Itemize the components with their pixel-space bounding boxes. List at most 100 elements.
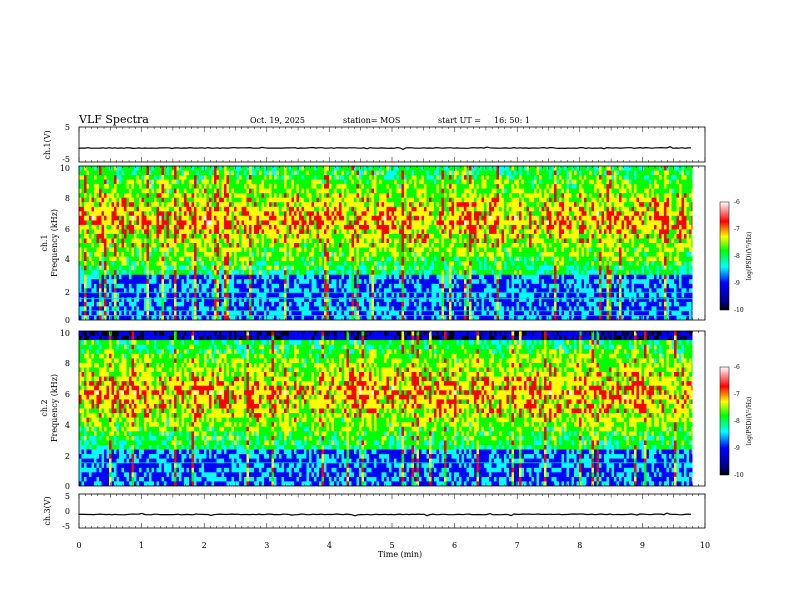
ch1-spectrogram-cell [394,233,397,239]
ch1-spectrogram-cell [401,279,405,285]
ch1-spectrogram-cell [299,256,302,262]
ch1-spectrogram-cell [314,301,317,307]
ch1-spectrogram-cell [176,288,180,294]
ch1-spectrogram-cell [94,229,97,235]
ch1-spectrogram-cell [324,283,327,289]
ch1-spectrogram-cell [349,175,352,180]
ch1-spectrogram-cell [379,193,382,199]
ch1-spectrogram-cell [119,288,122,294]
ch1-spectrogram-cell [231,243,235,248]
ch1-spectrogram-cell [229,261,232,266]
ch1-spectrogram-cell [194,297,197,303]
ch1-spectrogram-cell [274,274,277,280]
ch1-spectrogram-cell [301,292,305,298]
ch1-spectrogram-cell [411,224,415,230]
ch1-spectrogram-cell [269,170,272,176]
ch1-spectrogram-cell [121,188,125,194]
ch1-spectrogram-cell [316,301,320,307]
ch1-spectrogram-cell [416,224,420,230]
ch1-spectrogram-cell [391,166,395,171]
ch1-spectrogram-cell [281,252,285,257]
ch1-spectrogram-cell [331,224,335,230]
ch1-spectrogram-cell [164,256,167,262]
ch1-spectrogram-cell [194,247,197,253]
ch1-spectrogram-cell [351,306,355,312]
ch1-spectrogram-column [129,166,132,320]
ch1-spectrogram-cell [406,274,410,280]
ch1-spectrogram-cell [201,238,205,244]
ch1-spectrogram-cell [404,310,407,316]
ch1-spectrogram-cell [261,224,265,230]
ch1-spectrogram-cell [339,297,342,303]
ch1-spectrogram-cell [166,279,170,285]
ch1-spectrogram-cell [261,166,265,171]
ch1-spectrogram-cell [174,238,177,244]
ch1-spectrogram-cell [236,170,240,176]
ch1-spectrogram-cell [151,274,155,280]
ch1-spectrogram-cell [96,301,100,307]
ch1-spectrogram-column [364,166,367,320]
ch1-spectrogram-cell [359,220,362,226]
ch1-spectrogram-cell [314,274,317,280]
ch1-spectrogram-cell [94,274,97,280]
ch1-spectrogram-cell [259,288,262,294]
ch1-spectrogram-cell [159,229,162,235]
ch1-spectrogram-cell [274,224,277,230]
ch1-spectrogram-cell [81,274,85,280]
ch1-spectrogram-cell [224,247,227,253]
ch1-spectrogram-cell [411,256,415,262]
ch1-spectrogram-cell [276,193,280,199]
ch1-spectrogram-cell [196,193,200,199]
ch1-spectrogram-cell [316,297,320,303]
ch1-spectrogram-cell [124,197,127,203]
ch1-spectrogram-cell [86,261,90,266]
ch1-spectrogram-cell [96,297,100,303]
ch1-spectrogram-cell [416,215,420,221]
ch1-spectrogram-cell [301,265,305,271]
ch1-spectrogram-cell [359,193,362,199]
ch1-spectrogram-cell [396,261,400,266]
ch1-spectrogram-cell [216,179,220,185]
ch1-spectrogram-cell [299,279,302,285]
ch1-spectrogram-cell [234,238,237,244]
ch1-spectrogram-cell [136,202,140,208]
ch1-spectrogram-cell [81,166,85,171]
ch1-spectrogram-cell [419,243,422,248]
ch1-spectrogram-cell [396,288,400,294]
ch1-spectrogram-cell [364,256,367,262]
ch1-spectrogram-cell [209,243,212,248]
ch1-spectrogram-cell [254,279,257,285]
ch1-spectrogram-cell [104,301,107,307]
ch1-spectrogram-cell [406,270,410,276]
ch1-spectrogram-column [414,166,417,320]
ch1-spectrogram-cell [241,170,245,176]
ch1-spectrogram-cell [301,315,305,320]
ch1-spectrogram-cell [124,261,127,266]
ch1-spectrogram-cell [149,297,152,303]
ch1-spectrogram-cell [344,243,347,248]
ch1-spectrogram-cell [249,197,252,203]
ch1-spectrogram-cell [226,297,230,303]
ch1-spectrogram-cell [109,297,112,303]
ch1-spectrogram-cell [241,197,245,203]
ch1-spectrogram-cell [399,188,402,194]
ch1-spectrogram-cell [196,206,200,212]
ch1-spectrogram-cell [356,197,360,203]
ch1-spectrogram-cell [224,310,227,316]
ch1-spectrogram-cell [341,261,345,266]
ch1-spectrogram-cell [104,175,107,180]
ch1-spectrogram-column [209,166,212,320]
ch1-spectrogram-cell [336,283,340,289]
ch1-spectrogram-cell [191,288,195,294]
ch1-spectrogram-cell [164,224,167,230]
ch1-spectrogram-cell [326,175,330,180]
ch1-spectrogram-cell [86,243,90,248]
ch1-spectrogram-cell [159,206,162,212]
ch1-spectrogram-cell [224,270,227,276]
ch1-spectrogram-cell [329,288,332,294]
ch1-spectrogram-cell [411,297,415,303]
ch1-spectrogram-column [329,166,332,320]
ch1-spectrogram-cell [144,233,147,239]
ch1-spectrogram-cell [359,256,362,262]
ch1-spectrogram-cell [416,315,420,320]
